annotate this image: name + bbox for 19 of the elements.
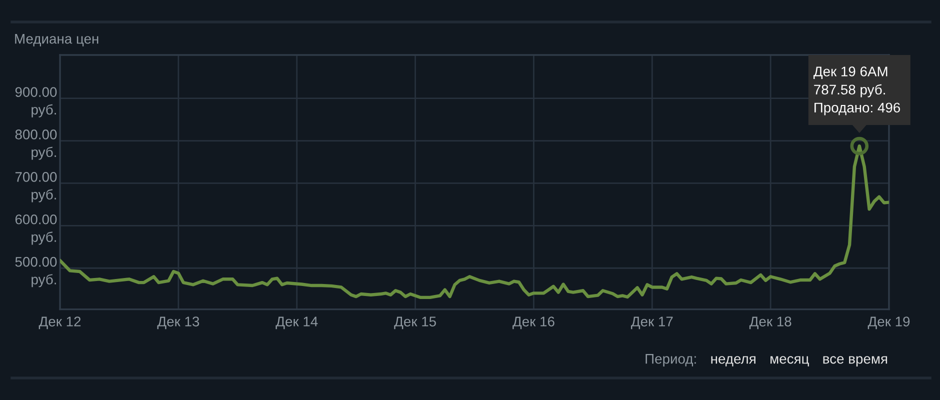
y-tick-label: 900.00 руб. xyxy=(15,87,57,118)
annotation: Дек 19 6AM 787.58 руб. Продано: 496 xyxy=(813,66,900,116)
x-tick-label: Дек 12 xyxy=(38,316,81,330)
x-tick-label: Дек 17 xyxy=(630,316,673,330)
y-tick-label: 700.00 руб. xyxy=(15,172,57,202)
y-tick-label: 500.00 руб. xyxy=(15,256,57,288)
x-tick-label: Дек 13 xyxy=(157,316,200,330)
chart-title: Медиана цен xyxy=(15,34,98,46)
x-tick-label: Дек 18 xyxy=(749,316,792,330)
x-tick-label: Дек 16 xyxy=(512,316,554,330)
x-tick-label: Дек 15 xyxy=(394,316,436,330)
x-tick-label: Дек 14 xyxy=(276,316,318,330)
text: все время xyxy=(823,356,888,366)
text: месяц xyxy=(770,356,809,366)
text: Период: xyxy=(646,354,696,366)
y-tick-label: 800.00 руб. xyxy=(15,130,57,160)
y-tick-label: 600.00 руб. xyxy=(15,214,57,245)
x-tick-label: Дек 19 xyxy=(868,316,910,330)
text: неделя xyxy=(711,356,756,366)
